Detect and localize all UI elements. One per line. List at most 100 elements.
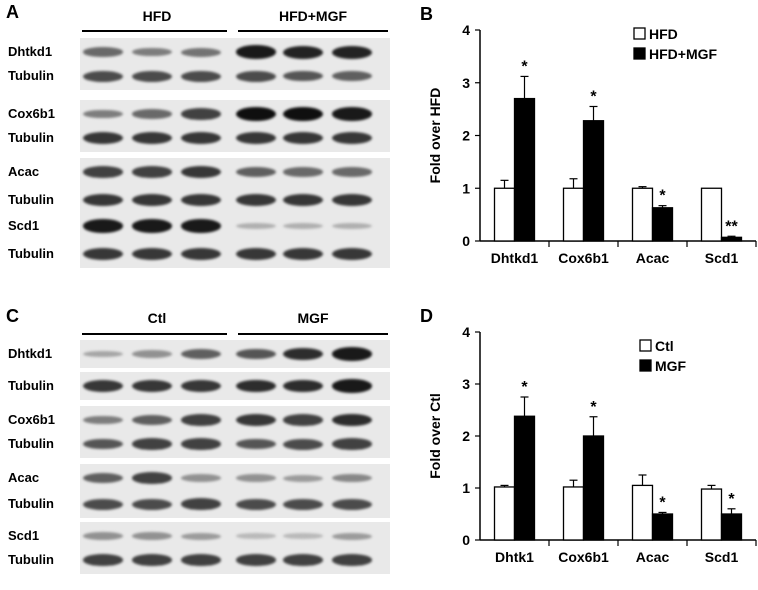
blot-a-band <box>132 70 172 82</box>
panel-label-b: B <box>420 4 433 24</box>
blot-c-band <box>83 532 123 540</box>
blot-c-band <box>181 474 221 482</box>
bar-mgf <box>720 513 743 541</box>
blot-c-band <box>283 379 323 393</box>
panel-label-c: C <box>6 306 19 326</box>
blot-a-band <box>283 223 323 229</box>
blot-a-band <box>236 167 276 177</box>
legend-label: MGF <box>655 358 687 374</box>
blot-a-band <box>181 108 221 120</box>
blot-c-band <box>236 438 276 450</box>
blot-a-row-label: Scd1 <box>8 218 40 233</box>
blot-c-band <box>283 533 323 539</box>
bar-hfd-mgf <box>651 207 674 242</box>
significance-marker: ** <box>725 218 738 235</box>
blot-c-band <box>332 554 372 566</box>
blot-c-row-label: Cox6b1 <box>8 412 55 427</box>
blot-a-band <box>132 248 172 260</box>
significance-marker: * <box>659 188 666 205</box>
blot-a-band <box>236 70 276 82</box>
blot-c-band <box>132 380 172 392</box>
y-tick-label: 1 <box>462 480 470 496</box>
y-tick-label: 1 <box>462 180 470 196</box>
bar-ctl <box>631 484 654 541</box>
blot-a-band <box>132 166 172 178</box>
blot-c-band <box>132 554 172 566</box>
blot-c-band <box>236 533 276 539</box>
blot-a-band <box>132 219 172 233</box>
blot-a-band <box>236 194 276 206</box>
blot-c-row-label: Scd1 <box>8 528 40 543</box>
bar-mgf <box>513 415 536 541</box>
blot-c-band <box>236 379 276 393</box>
blot-c-row-label: Acac <box>8 470 40 485</box>
blot-a-band <box>332 194 372 206</box>
blot-c-group-right: MGF <box>297 310 329 326</box>
blot-a-band <box>83 47 123 57</box>
blot-c-band <box>332 498 372 510</box>
blot-c-band <box>332 347 372 361</box>
blot-c-band <box>283 474 323 482</box>
blot-a-band <box>132 47 172 57</box>
x-tick-label: Scd1 <box>705 250 739 266</box>
blot-c-band <box>236 474 276 482</box>
blot-c-band <box>83 380 123 392</box>
blot-c-band <box>236 414 276 426</box>
blot-a-band <box>332 71 372 81</box>
blot-c-band <box>332 379 372 393</box>
legend-label: HFD+MGF <box>649 46 718 62</box>
blot-a-group-left: HFD <box>142 8 172 24</box>
y-axis-label: Fold over HFD <box>427 88 443 184</box>
blot-a-band <box>83 166 123 178</box>
blot-c-row-label: Dhtkd1 <box>8 346 53 361</box>
blot-a-band <box>181 219 221 233</box>
blot-a-band <box>283 248 323 260</box>
blot-c-group-left: Ctl <box>147 310 167 326</box>
blot-a-band <box>83 194 123 206</box>
y-tick-label: 3 <box>462 75 470 91</box>
bar-hfd-mgf <box>720 236 743 242</box>
y-tick-label: 4 <box>462 22 470 38</box>
blot-a-group-left-line <box>82 30 227 32</box>
blot-a-row-label: Dhtkd1 <box>8 44 53 59</box>
significance-marker: * <box>590 88 597 105</box>
blot-a-band <box>236 107 276 121</box>
bar-hfd-mgf <box>582 120 605 242</box>
blot-a-band <box>132 109 172 119</box>
blot-a-band <box>83 109 123 119</box>
blot-a-band <box>236 132 276 144</box>
blot-c-band <box>283 414 323 426</box>
blot-c-band <box>83 415 123 425</box>
blot-a-band <box>181 70 221 82</box>
significance-marker: * <box>590 399 597 416</box>
blot-c-band <box>283 498 323 510</box>
blot-c-band <box>332 474 372 482</box>
blot-a-band <box>181 248 221 260</box>
blot-a-row-label: Cox6b1 <box>8 106 55 121</box>
y-tick-label: 4 <box>462 324 470 340</box>
legend-swatch <box>633 27 646 40</box>
blot-a-band <box>181 194 221 206</box>
blot-a-band <box>83 219 123 233</box>
blot-c-band <box>181 532 221 540</box>
blot-a-band <box>181 47 221 57</box>
bar-chart-d: 0 1 2 3 4 Fold over Ctl Dhtk1 * Cox6b1 * Acac * Scd1… <box>427 324 757 565</box>
blot-c-band <box>236 498 276 510</box>
significance-marker: * <box>521 379 528 396</box>
blot-a-band <box>283 70 323 82</box>
x-tick-label: Dhtk1 <box>495 549 534 565</box>
blot-a-band <box>283 194 323 206</box>
blot-c-band <box>283 438 323 450</box>
blot-a-band <box>283 107 323 121</box>
blot-c-band <box>132 415 172 425</box>
blot-c-band <box>83 473 123 483</box>
legend-swatch <box>639 339 652 352</box>
x-tick-label: Acac <box>636 250 670 266</box>
blot-a-band <box>236 248 276 260</box>
blot-c-band <box>236 348 276 360</box>
bar-hfd <box>700 187 723 242</box>
blot-a-band <box>332 223 372 229</box>
significance-marker: * <box>659 494 666 511</box>
x-tick-label: Dhtkd1 <box>491 250 539 266</box>
bar-hfd <box>562 187 585 242</box>
